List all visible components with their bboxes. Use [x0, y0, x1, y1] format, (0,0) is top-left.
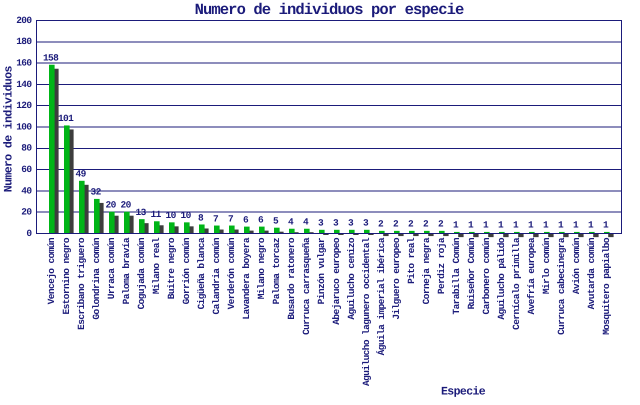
svg-text:4: 4: [288, 217, 294, 228]
svg-text:Gorrión común: Gorrión común: [181, 237, 192, 304]
svg-text:158: 158: [43, 53, 59, 64]
svg-text:Cigüeña blanca: Cigüeña blanca: [196, 237, 207, 309]
svg-text:2: 2: [408, 219, 414, 230]
svg-text:1: 1: [558, 220, 564, 231]
svg-text:1: 1: [468, 220, 474, 231]
svg-text:Ruiseñor Común: Ruiseñor Común: [466, 237, 477, 309]
svg-text:Mirlo común: Mirlo común: [541, 237, 552, 294]
svg-text:Avutarda común: Avutarda común: [586, 237, 597, 309]
svg-text:100: 100: [16, 121, 32, 132]
svg-text:Perdiz roja: Perdiz roja: [436, 237, 447, 294]
svg-text:3: 3: [333, 218, 339, 229]
svg-text:Milano real: Milano real: [151, 237, 162, 294]
svg-text:160: 160: [16, 58, 32, 69]
svg-text:2: 2: [423, 219, 429, 230]
svg-text:Aguilucho cenizo: Aguilucho cenizo: [346, 237, 357, 320]
svg-text:0: 0: [26, 228, 32, 239]
svg-text:140: 140: [16, 79, 32, 90]
svg-text:1: 1: [588, 220, 594, 231]
svg-text:49: 49: [75, 169, 86, 180]
svg-text:7: 7: [228, 213, 234, 224]
svg-text:8: 8: [198, 212, 204, 223]
svg-text:200: 200: [16, 15, 32, 26]
svg-text:Mosquitero papialbo: Mosquitero papialbo: [601, 237, 612, 335]
svg-text:11: 11: [150, 209, 161, 220]
svg-text:Águila imperial ibérica: Águila imperial ibérica: [376, 237, 387, 355]
svg-text:13: 13: [135, 207, 146, 218]
svg-text:3: 3: [348, 218, 354, 229]
svg-text:1: 1: [573, 220, 579, 231]
svg-text:6: 6: [243, 214, 249, 225]
svg-text:1: 1: [483, 220, 489, 231]
svg-text:Calandria común: Calandria común: [211, 237, 222, 314]
svg-text:4: 4: [303, 217, 309, 228]
svg-text:1: 1: [498, 220, 504, 231]
svg-text:Escribano triguero: Escribano triguero: [76, 237, 87, 330]
svg-text:Pito real: Pito real: [406, 237, 417, 284]
svg-text:Pinzón vulgar: Pinzón vulgar: [316, 237, 327, 304]
svg-text:Abejaruco europeo: Abejaruco europeo: [331, 237, 342, 325]
svg-text:32: 32: [90, 187, 101, 198]
svg-text:1: 1: [528, 220, 534, 231]
svg-text:80: 80: [21, 143, 32, 154]
svg-text:20: 20: [105, 200, 116, 211]
svg-text:7: 7: [213, 213, 219, 224]
svg-text:1: 1: [513, 220, 519, 231]
svg-text:Tarabilla Común: Tarabilla Común: [451, 237, 462, 314]
svg-text:180: 180: [16, 36, 32, 47]
svg-text:Aguilucho lagunero occidental: Aguilucho lagunero occidental: [361, 237, 372, 386]
svg-text:2: 2: [438, 219, 444, 230]
svg-text:40: 40: [21, 185, 32, 196]
svg-text:Corneja negra: Corneja negra: [421, 237, 432, 304]
svg-text:60: 60: [21, 164, 32, 175]
svg-text:Busardo ratonero: Busardo ratonero: [286, 237, 297, 320]
svg-text:5: 5: [273, 216, 279, 227]
svg-text:Jilguero europeo: Jilguero europeo: [391, 237, 402, 320]
svg-text:Paloma torcaz: Paloma torcaz: [271, 238, 282, 304]
svg-text:10: 10: [180, 210, 191, 221]
svg-text:1: 1: [603, 220, 609, 231]
svg-text:20: 20: [21, 207, 32, 218]
svg-text:Verderón común: Verderón común: [226, 237, 237, 309]
svg-text:Curruca carrasqueña: Curruca carrasqueña: [301, 237, 312, 335]
svg-text:120: 120: [16, 100, 32, 111]
svg-text:Cogujada común: Cogujada común: [136, 237, 147, 309]
svg-text:Milano negro: Milano negro: [256, 237, 267, 299]
svg-text:Cernícalo primilla: Cernícalo primilla: [511, 237, 522, 330]
svg-text:Carbonero común: Carbonero común: [481, 237, 492, 314]
svg-text:Estornino negro: Estornino negro: [61, 237, 72, 314]
svg-text:10: 10: [165, 210, 176, 221]
svg-text:Avión común: Avión común: [571, 237, 582, 294]
svg-text:2: 2: [378, 219, 384, 230]
svg-text:Vencejo común: Vencejo común: [46, 237, 57, 304]
svg-text:Especie: Especie: [441, 386, 486, 399]
svg-text:3: 3: [318, 218, 324, 229]
svg-text:101: 101: [58, 113, 74, 124]
svg-text:Golondrina común: Golondrina común: [91, 237, 102, 320]
svg-text:Paloma bravía: Paloma bravía: [121, 237, 132, 304]
svg-text:Buitre negro: Buitre negro: [166, 237, 177, 299]
svg-text:Curruca cabecinegra: Curruca cabecinegra: [556, 237, 567, 335]
svg-text:Numero de individuos por espec: Numero de individuos por especie: [195, 1, 464, 19]
svg-text:2: 2: [393, 219, 399, 230]
svg-text:Avefría europea: Avefría europea: [526, 237, 537, 314]
svg-text:Aguilucho pálido: Aguilucho pálido: [496, 237, 507, 320]
svg-text:Numero de individuos: Numero de individuos: [3, 65, 16, 192]
svg-text:1: 1: [453, 220, 459, 231]
svg-text:Urraca común: Urraca común: [106, 237, 117, 299]
svg-text:3: 3: [363, 218, 369, 229]
svg-text:Lavandera boyera: Lavandera boyera: [241, 237, 252, 320]
svg-text:1: 1: [543, 220, 549, 231]
svg-text:6: 6: [258, 214, 264, 225]
svg-text:20: 20: [120, 200, 131, 211]
